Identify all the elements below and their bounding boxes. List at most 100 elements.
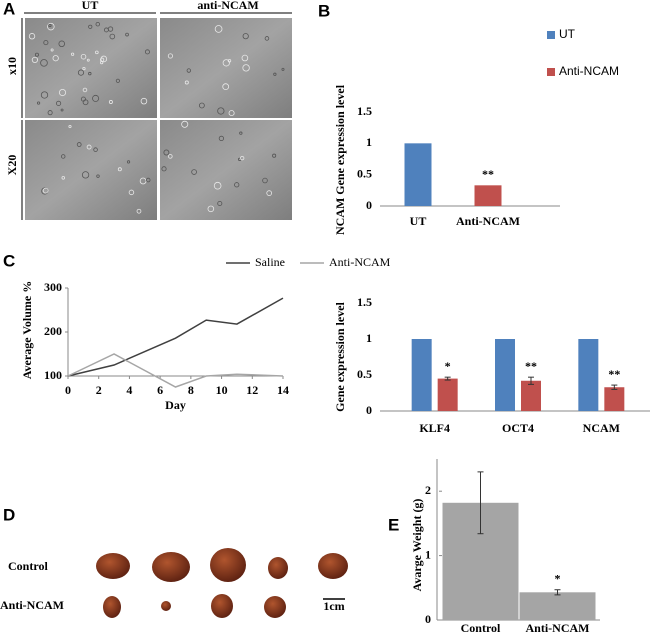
- cell: [222, 83, 230, 91]
- cell: [281, 67, 285, 71]
- bar: [578, 339, 599, 411]
- cell: [240, 155, 245, 161]
- cell: [28, 33, 36, 40]
- cell: [58, 40, 66, 48]
- cell: [144, 49, 150, 55]
- x-tick-label: 0: [65, 383, 71, 397]
- cell: [40, 91, 49, 99]
- tumor: [211, 594, 233, 618]
- cell: [47, 22, 55, 31]
- cell: [167, 53, 173, 59]
- cell: [88, 71, 92, 76]
- panel-label: E: [388, 515, 399, 534]
- tumor: [161, 601, 171, 611]
- cell: [139, 177, 147, 185]
- bar: [604, 387, 625, 411]
- cell: [217, 200, 223, 206]
- cell: [100, 60, 104, 65]
- tumor: [152, 552, 190, 582]
- x-tick-label: Control: [461, 621, 501, 632]
- cell: [108, 100, 113, 104]
- bar: [437, 378, 458, 411]
- cell: [82, 66, 86, 71]
- cell: [88, 24, 93, 29]
- y-axis-label: Avarge Weight (g): [410, 499, 424, 592]
- row-label: X20: [5, 155, 19, 176]
- x-tick-label: UT: [410, 214, 427, 228]
- tumor: [264, 596, 286, 618]
- cell: [95, 22, 100, 27]
- y-axis-label: NCAM Gene expression level: [333, 84, 347, 235]
- cell: [60, 108, 64, 112]
- significance: **: [482, 167, 494, 181]
- x-tick-label: 12: [246, 383, 258, 397]
- cell-speckles: [28, 22, 285, 214]
- bar: [519, 592, 596, 620]
- cell: [100, 55, 108, 63]
- cell: [222, 59, 230, 67]
- legend-swatch: [547, 68, 555, 76]
- bar: [474, 185, 502, 206]
- cell: [272, 153, 277, 158]
- cell: [191, 169, 197, 175]
- cell: [61, 176, 65, 180]
- cell: [214, 25, 223, 33]
- y-tick-label: 0: [366, 198, 372, 212]
- panel-label: D: [3, 505, 15, 524]
- cell: [218, 135, 224, 142]
- significance: **: [608, 367, 620, 381]
- legend-label: Anti-NCAM: [559, 64, 619, 78]
- cell: [82, 87, 88, 93]
- panel-label: C: [3, 251, 15, 270]
- cell: [61, 154, 66, 159]
- scale-label: 1cm: [323, 599, 344, 613]
- legend-label: Saline: [255, 255, 285, 269]
- cell: [128, 189, 135, 196]
- cell: [86, 58, 90, 62]
- bar: [404, 143, 432, 206]
- cell: [239, 131, 243, 135]
- panel-label: A: [3, 0, 15, 18]
- tumor-photos: [96, 548, 348, 618]
- x-tick-label: 14: [277, 383, 289, 397]
- cell: [117, 167, 122, 172]
- cell: [68, 124, 72, 129]
- micrograph: [25, 120, 157, 220]
- cell: [264, 36, 270, 41]
- cell: [273, 72, 277, 76]
- cell: [42, 187, 49, 194]
- cell: [228, 110, 235, 117]
- cell: [76, 142, 82, 147]
- x-tick-label: 4: [126, 383, 132, 397]
- cell: [184, 80, 189, 85]
- x-tick-label: NCAM: [583, 421, 620, 435]
- cell: [81, 171, 90, 179]
- cell: [77, 69, 85, 76]
- cell: [161, 166, 167, 172]
- y-tick-label: 0.5: [357, 367, 372, 381]
- cell: [80, 53, 87, 60]
- cell: [266, 190, 273, 196]
- cell: [242, 64, 250, 72]
- cell: [50, 48, 54, 52]
- x-tick-label: Anti-NCAM: [526, 621, 590, 632]
- x-tick-label: 10: [216, 383, 228, 397]
- bar: [411, 339, 432, 411]
- x-tick-label: 8: [188, 383, 194, 397]
- panel-label: B: [318, 1, 330, 20]
- cell: [52, 55, 59, 62]
- cell: [82, 99, 89, 106]
- y-tick-label: 1: [366, 331, 372, 345]
- cell: [198, 102, 205, 109]
- row-label: Control: [8, 559, 48, 573]
- cell: [217, 107, 225, 115]
- x-tick-label: Anti-NCAM: [456, 214, 520, 228]
- cell: [262, 177, 268, 184]
- cell: [140, 97, 148, 105]
- y-tick-label: 100: [44, 368, 62, 382]
- cell: [58, 88, 67, 97]
- cell: [40, 59, 48, 67]
- y-tick-label: 300: [44, 280, 62, 294]
- cell: [103, 27, 109, 33]
- tumor: [103, 596, 121, 618]
